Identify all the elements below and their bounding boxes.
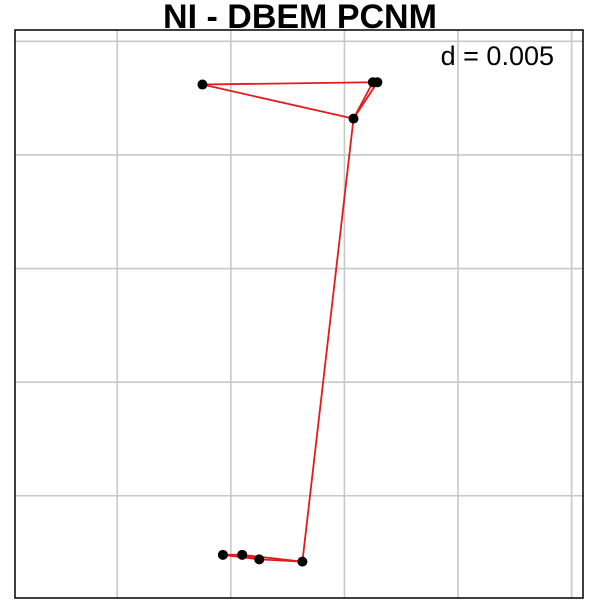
scale-annotation: d = 0.005 — [441, 41, 554, 71]
data-point — [297, 556, 308, 567]
network-edge — [202, 81, 373, 86]
grid — [15, 30, 583, 598]
data-point — [372, 77, 383, 88]
data-point — [254, 554, 265, 565]
data-point — [217, 549, 228, 560]
data-point — [237, 549, 248, 560]
network-edge — [202, 83, 354, 120]
chart-title: NI - DBEM PCNM — [163, 0, 437, 36]
network-edge — [242, 553, 303, 563]
network-edge — [301, 118, 355, 562]
plot-frame — [14, 29, 584, 599]
data-point — [348, 113, 359, 124]
network-edge — [352, 81, 379, 120]
data-point — [197, 79, 208, 90]
points — [197, 77, 383, 567]
